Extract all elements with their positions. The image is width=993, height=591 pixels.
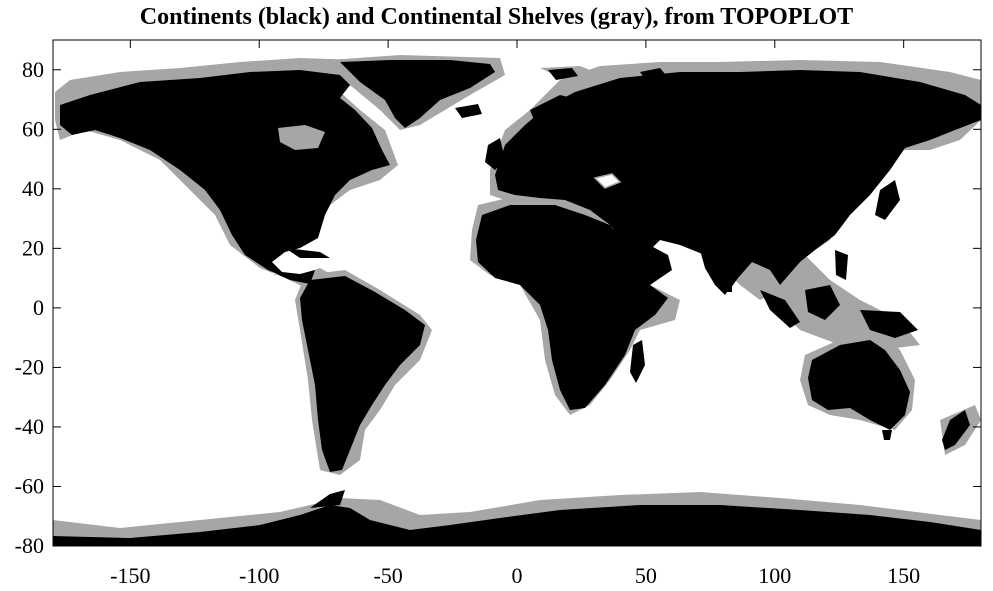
land-antarctica (53, 505, 981, 546)
land-scandinavia (530, 95, 580, 140)
land-sri-lanka (725, 282, 732, 292)
x-tick-label: 50 (635, 563, 657, 588)
x-tick-label: -150 (110, 563, 150, 588)
land-philippines (835, 250, 848, 280)
y-tick-label: -20 (15, 354, 44, 379)
y-tick-label: -40 (15, 414, 44, 439)
x-tick-label: 0 (512, 563, 523, 588)
land-australia (808, 340, 910, 430)
x-axis-ticks: -150 -100 -50 0 50 100 150 (110, 40, 920, 588)
x-tick-label: -50 (373, 563, 402, 588)
land-eurasia (495, 70, 981, 292)
land-svalbard (548, 68, 578, 80)
land-iceland (455, 104, 482, 118)
x-tick-label: -100 (239, 563, 279, 588)
land-madagascar (630, 340, 645, 383)
land-north-america (60, 70, 390, 284)
land-new-guinea (860, 310, 918, 338)
land-greenland (340, 60, 495, 128)
x-tick-label: 150 (887, 563, 920, 588)
y-tick-label: 60 (22, 116, 44, 141)
land-arabia (610, 228, 672, 285)
land-antarctic-peninsula (310, 490, 345, 508)
land-south-america (300, 276, 425, 472)
caspian-sea (593, 173, 622, 189)
land-tasmania (882, 430, 892, 440)
land-new-zealand (942, 410, 970, 450)
continents (53, 60, 981, 546)
x-tick-label: 100 (758, 563, 791, 588)
y-tick-label: 40 (22, 176, 44, 201)
y-tick-label: -80 (15, 533, 44, 558)
y-tick-label: -60 (15, 473, 44, 498)
hudson-bay (278, 125, 325, 150)
y-axis-ticks: 80 60 40 20 0 -20 -40 -60 -80 (15, 57, 981, 558)
land-sumatra (760, 290, 800, 328)
land-britain (485, 138, 505, 170)
y-tick-label: 80 (22, 57, 44, 82)
map-title: Continents (black) and Continental Shelv… (139, 4, 854, 30)
land-japan (875, 180, 900, 220)
land-novaya-zemlya (640, 68, 670, 86)
land-borneo (805, 285, 840, 320)
land-cuba (285, 248, 330, 258)
y-tick-label: 20 (22, 235, 44, 260)
y-tick-label: 0 (33, 295, 44, 320)
